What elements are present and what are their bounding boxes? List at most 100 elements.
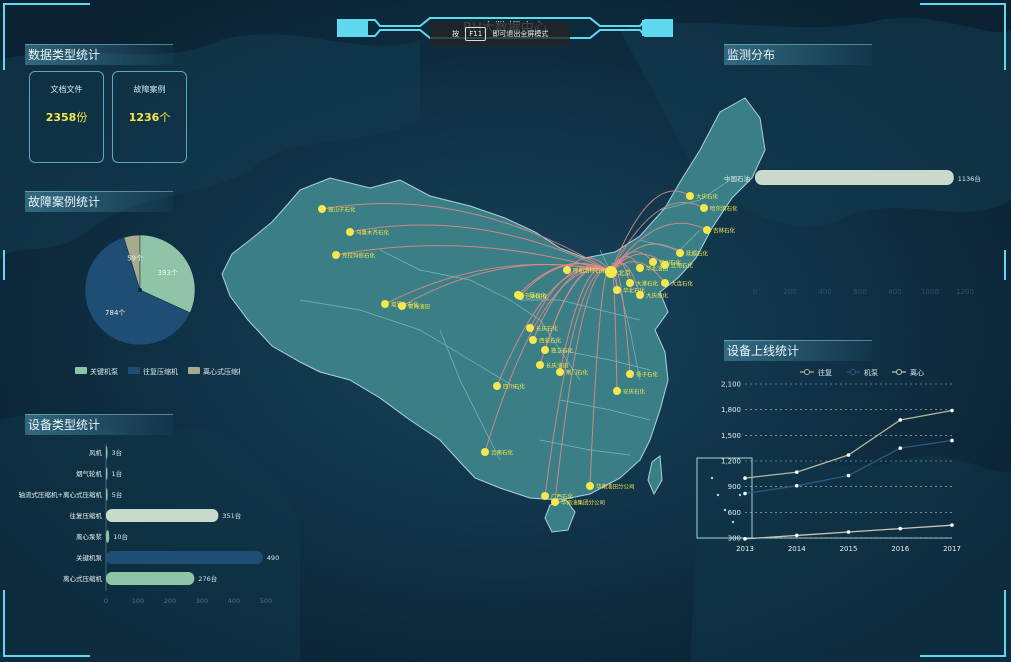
legend-marker[interactable] (896, 369, 902, 375)
bar[interactable] (106, 467, 108, 480)
bar[interactable] (106, 530, 110, 543)
bar[interactable] (755, 170, 954, 185)
bar[interactable] (106, 572, 195, 585)
series-point[interactable] (846, 530, 851, 534)
bar[interactable] (106, 551, 263, 564)
legend-marker[interactable] (804, 369, 810, 375)
bar-value-label: 1136台 (958, 174, 981, 183)
y-tick-label: 2,100 (721, 381, 741, 389)
x-tick-label: 300 (196, 597, 208, 605)
site-marker[interactable] (700, 204, 708, 212)
site-marker[interactable] (703, 226, 711, 234)
x-tick-label: 2014 (788, 545, 806, 553)
flow-line (554, 269, 612, 503)
legend-label[interactable]: 离心 (910, 368, 924, 377)
series-point[interactable] (794, 533, 799, 538)
bar[interactable] (106, 446, 108, 459)
y-tick-label: 1,500 (721, 432, 741, 440)
legend-swatch[interactable] (128, 367, 140, 374)
series-point[interactable] (846, 473, 851, 478)
legend-label[interactable]: 关键机泵 (90, 367, 118, 376)
x-tick-label: 2013 (736, 545, 754, 553)
site-marker[interactable] (556, 368, 564, 376)
flow-line (610, 190, 691, 273)
legend-label[interactable]: 离心式压缩机 (203, 367, 240, 376)
site-marker[interactable] (541, 492, 549, 500)
site-marker[interactable] (649, 258, 657, 266)
pie-slice[interactable] (84, 237, 191, 346)
site-marker[interactable] (563, 266, 571, 274)
legend-swatch[interactable] (188, 367, 200, 374)
site-label: 大庆炼化 (646, 292, 669, 300)
panel-title-data-types: 数据类型统计 (25, 44, 173, 65)
series-point[interactable] (898, 526, 903, 531)
site-marker[interactable] (586, 482, 594, 490)
site-marker[interactable] (626, 370, 634, 378)
bar-value-label: 1台 (112, 469, 123, 478)
legend-swatch[interactable] (75, 367, 87, 374)
site-marker[interactable] (676, 249, 684, 257)
site-marker[interactable] (661, 279, 669, 287)
legend-label[interactable]: 往复 (818, 368, 832, 377)
site-marker[interactable] (346, 228, 354, 236)
site-marker[interactable] (332, 251, 340, 259)
series-point[interactable] (794, 484, 799, 488)
panel-title-fault-cases: 故障案例统计 (25, 191, 173, 212)
site-marker[interactable] (686, 192, 694, 200)
pie-slice[interactable] (139, 234, 196, 314)
series-point[interactable] (950, 438, 954, 443)
site-label: 云南石化 (491, 449, 514, 457)
bar-value-label: 490台 (267, 553, 280, 562)
site-marker[interactable] (318, 205, 326, 213)
site-marker[interactable] (613, 387, 621, 395)
site-marker[interactable] (661, 261, 669, 269)
legend-label[interactable]: 机泵 (864, 368, 878, 377)
legend-label[interactable]: 往复压缩机 (143, 367, 178, 376)
series-point[interactable] (743, 537, 747, 541)
site-marker[interactable] (529, 336, 537, 344)
frame-corners (3, 3, 1006, 657)
site-marker[interactable] (526, 324, 534, 332)
series-point[interactable] (794, 470, 799, 474)
series-point[interactable] (743, 476, 747, 480)
x-tick-label: 2017 (943, 545, 961, 553)
hub-marker[interactable] (605, 266, 617, 278)
site-marker[interactable] (551, 498, 559, 506)
site-marker[interactable] (514, 291, 522, 299)
site-marker[interactable] (481, 448, 489, 456)
series-point[interactable] (846, 453, 851, 457)
stat-label: 文档文件 (50, 85, 83, 94)
site-label: 华北油田 (646, 265, 668, 273)
bar[interactable] (106, 488, 108, 501)
x-tick-label: 200 (164, 597, 176, 605)
series-point[interactable] (950, 523, 954, 527)
series-point[interactable] (898, 418, 903, 422)
flow-line (610, 253, 666, 273)
site-label: 广西石化 (551, 493, 574, 501)
site-marker[interactable] (613, 286, 621, 294)
site-marker[interactable] (541, 346, 549, 354)
site-label: 四川石化 (503, 383, 526, 391)
site-markers: 北京独山子石化乌鲁木齐石化克拉玛依石化塔里木石化青海油田兰州石化宁夏石化长庆石化… (318, 192, 738, 507)
site-label: 长庆油田 (546, 362, 568, 370)
site-marker[interactable] (536, 361, 544, 369)
series-point[interactable] (898, 446, 903, 450)
site-marker[interactable] (626, 279, 634, 287)
site-marker[interactable] (636, 291, 644, 299)
x-tick-label: 0 (753, 288, 757, 296)
series-point[interactable] (950, 408, 954, 413)
site-marker[interactable] (381, 300, 389, 308)
x-tick-label: 200 (783, 288, 796, 296)
site-label: 辽阳石化 (671, 262, 694, 270)
bar[interactable] (106, 509, 219, 522)
site-marker[interactable] (493, 382, 501, 390)
legend-marker[interactable] (850, 369, 856, 375)
site-marker[interactable] (636, 264, 644, 272)
x-tick-label: 2016 (891, 545, 909, 553)
site-marker[interactable] (398, 302, 406, 310)
series-point[interactable] (743, 491, 747, 496)
series-line[interactable] (744, 439, 953, 495)
series-line[interactable] (744, 409, 953, 479)
site-label: 哈尔滨石化 (710, 205, 738, 213)
